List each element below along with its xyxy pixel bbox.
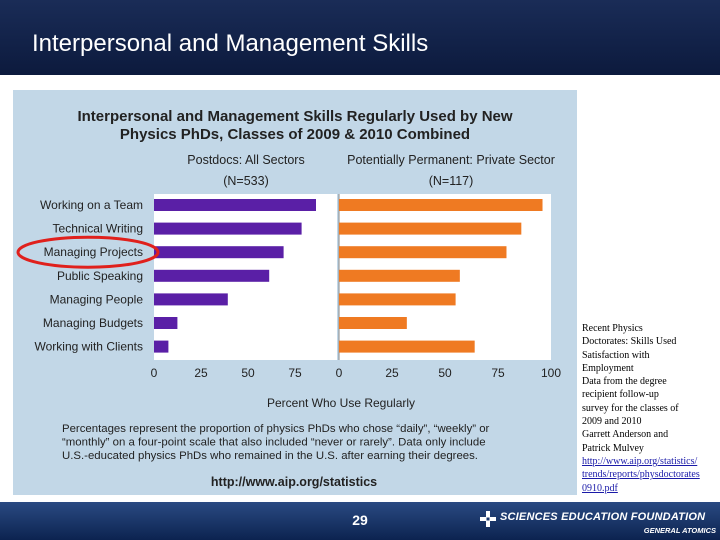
source-note: Recent Physics Doctorates: Skills Used S… [582,322,700,495]
sciences-education-foundation-logo: SCIENCES EDUCATION FOUNDATION GENERAL AT… [478,510,720,538]
slide-title: Interpersonal and Management Skills [32,30,429,57]
bar-private-sector [339,317,407,329]
highlight-circle [16,235,160,269]
slide-footer: 29 SCIENCES EDUCATION FOUNDATION GENERAL… [0,502,720,540]
category-label: Managing Projects [44,245,143,259]
series-header: Potentially Permanent: Private Sector [347,153,555,167]
tick-label: 0 [336,366,343,380]
tick-label: 50 [438,366,452,380]
chart-source-url: http://www.aip.org/statistics [211,475,377,489]
chart-panel: Interpersonal and Management Skills Regu… [13,90,577,495]
source-note-line: Doctorates: Skills Used [582,336,677,348]
category-label: Working on a Team [40,198,143,212]
chart-title-line: Interpersonal and Management Skills Regu… [77,108,512,125]
tick-label: 25 [385,366,399,380]
bar-private-sector [339,222,522,235]
bar-private-sector [339,293,456,306]
tick-label: 100 [541,366,561,380]
category-label: Public Speaking [57,269,143,283]
chart-note-line: “monthly” on a four-point scale that als… [62,437,486,449]
chart-title-line: Physics PhDs, Classes of 2009 & 2010 Com… [120,126,470,143]
category-label: Managing People [50,292,144,306]
bar-postdocs [154,246,284,259]
source-note-line: recipient follow-up [582,389,659,401]
tick-label: 75 [288,366,302,380]
bar-postdocs [154,269,270,282]
tick-label: 0 [151,366,158,380]
category-label: Managing Budgets [43,316,143,330]
tick-label: 75 [491,366,505,380]
series-n-label: (N=117) [429,174,474,188]
bar-postdocs [154,222,302,235]
source-note-line: Satisfaction with [582,349,650,361]
bar-private-sector [339,340,475,353]
series-header: Postdocs: All Sectors [187,153,304,167]
category-label: Technical Writing [53,222,143,236]
bar-postdocs [154,317,178,329]
source-note-line: Patrick Mulvey [582,442,644,454]
series-n-label: (N=533) [223,174,269,188]
source-note-line: Data from the degree [582,376,667,388]
logo-text: SCIENCES EDUCATION FOUNDATION [500,511,706,523]
bar-postdocs [154,340,169,353]
x-axis-label: Percent Who Use Regularly [267,396,415,410]
category-label: Working with Clients [35,340,143,354]
source-note-line: Recent Physics [582,323,643,334]
logo-subtext: GENERAL ATOMICS [643,526,716,535]
skills-bar-chart: Interpersonal and Management Skills Regu… [16,108,561,489]
bar-private-sector [339,269,460,282]
slide-header: Interpersonal and Management Skills [0,0,720,75]
chart-note-line: U.S.-educated physics PhDs who remained … [62,450,478,462]
page-number: 29 [352,512,368,528]
report-link[interactable]: http://www.aip.org/statistics/trends/rep… [582,455,700,494]
bar-private-sector [339,199,543,211]
tick-label: 25 [194,366,208,380]
source-note-line: 2009 and 2010 [582,416,642,428]
tick-label: 50 [241,366,255,380]
bar-postdocs [154,293,228,306]
atom-logo-icon [480,511,496,527]
source-note-line: Garrett Anderson and [582,429,669,441]
bar-private-sector [339,246,507,259]
bar-postdocs [154,199,316,211]
source-note-line: Employment [582,362,634,374]
chart-note-line: Percentages represent the proportion of … [62,423,490,435]
source-note-line: survey for the classes of [582,402,679,414]
